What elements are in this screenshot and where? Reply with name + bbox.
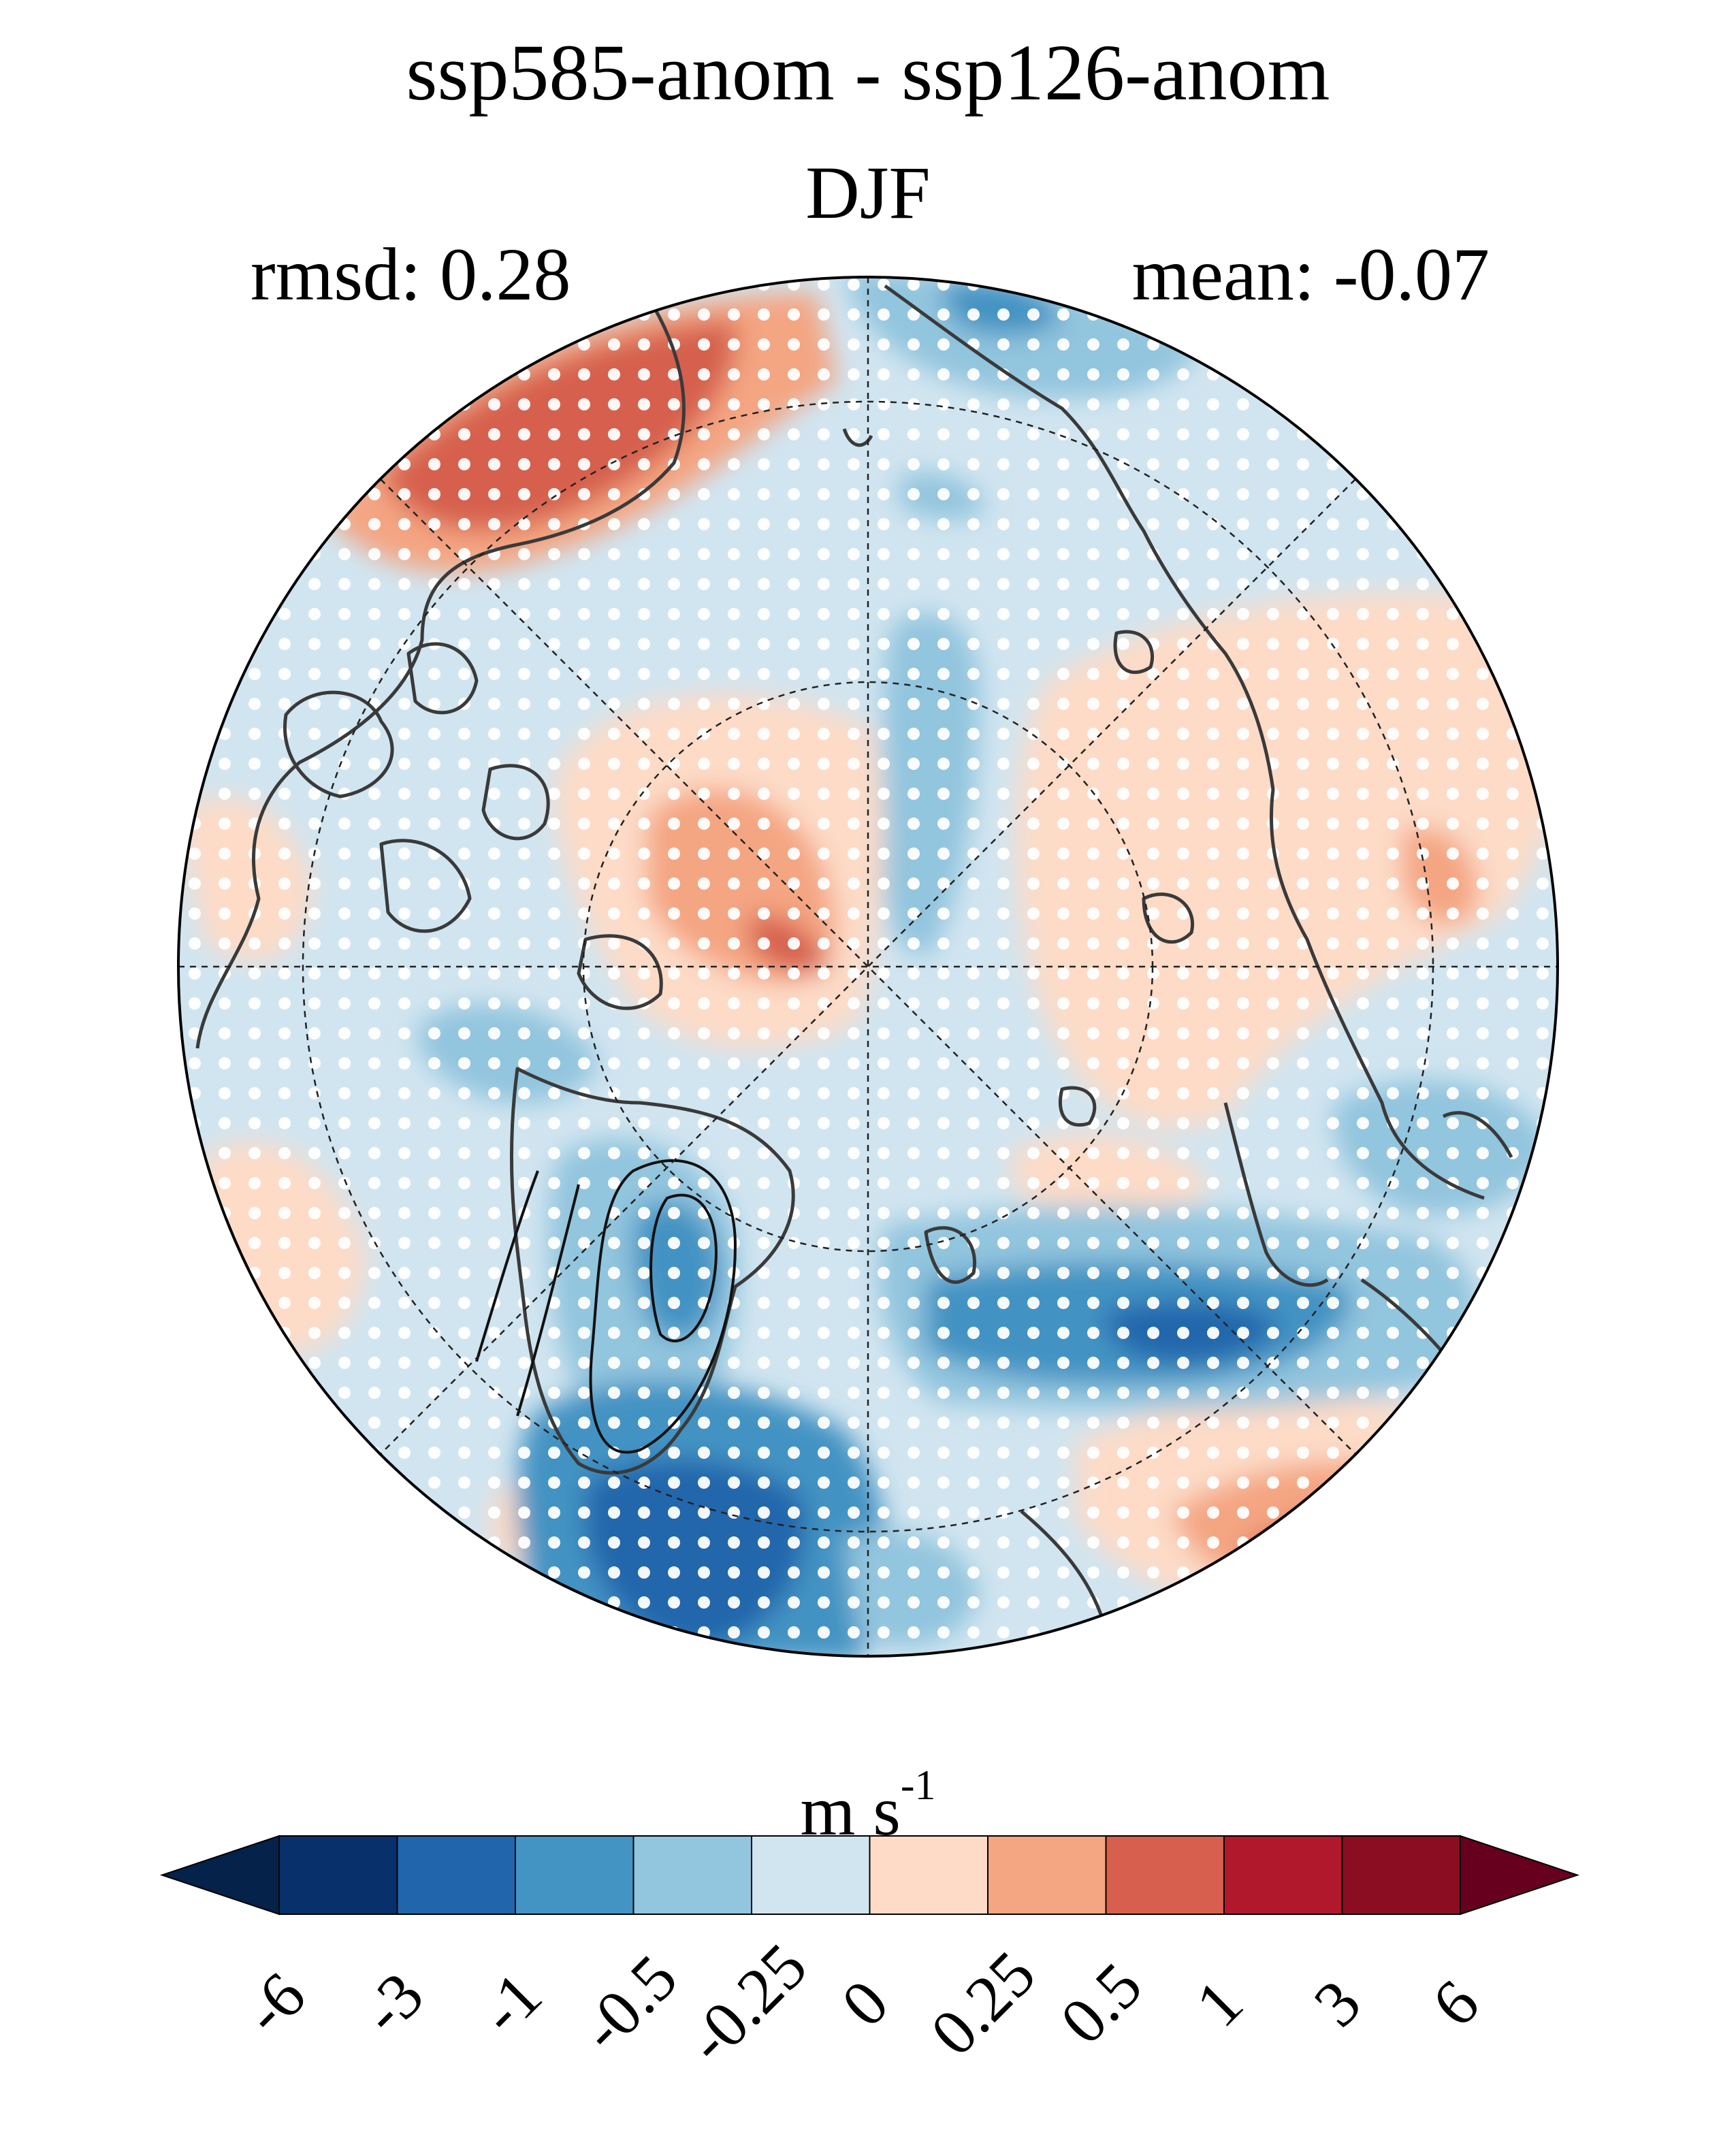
coastline-north-america [195, 305, 686, 1049]
colorbar-extend-low [159, 1835, 280, 1916]
colorbar-box [515, 1835, 634, 1915]
coastline-new-siberian-islands [1113, 630, 1155, 675]
colorbar-tick-label: -0.25 [673, 1929, 820, 2077]
colorbar-box [396, 1835, 516, 1915]
rmsd-label: rmsd: 0.28 [251, 233, 571, 316]
colorbar: -6 -3 -1 -0.5-0.25 0 0.250.5 1 3 6 [159, 1835, 1580, 2077]
colorbar-box [1223, 1835, 1343, 1915]
contour-west-1 [475, 1170, 539, 1362]
map-title: ssp585-anom - ssp126-anom [406, 28, 1330, 117]
colorbar-box [751, 1835, 871, 1915]
coastline-franz-josef [1058, 1086, 1097, 1127]
contour-inner [649, 1193, 718, 1342]
colorbar-unit-exponent: -1 [900, 1762, 936, 1809]
coastline-arctic-island-1 [481, 764, 550, 841]
colorbar-box [1341, 1835, 1461, 1915]
colorbar-unit-label: m s-1 [0, 1764, 1736, 1847]
meridian-diagonal-1 [380, 479, 1356, 1455]
colorbar-tick-label: 1 [1182, 1966, 1257, 2041]
contour-lines [475, 1159, 737, 1454]
colorbar-box [869, 1835, 988, 1915]
colorbar-unit-base: m s [800, 1772, 901, 1850]
colorbar-tick-label: -1 [465, 1958, 555, 2048]
colorbar-tick-label: -0.5 [566, 1941, 691, 2065]
coastline-svalbard [924, 1226, 976, 1284]
coastline-wrangel [842, 428, 873, 447]
coastline-novaya-zemlya [1223, 1102, 1329, 1287]
colorbar-tick-label: -6 [229, 1958, 319, 2048]
contour-west-2 [516, 1184, 580, 1417]
colorbar-tick-label: 0.25 [916, 1937, 1048, 2069]
map-field [178, 277, 1558, 1656]
coastline-ellesmere [577, 934, 663, 1010]
mean-label: mean: -0.07 [1131, 233, 1490, 316]
colorbar-tick-label: 0 [827, 1966, 902, 2041]
coastline-banks-island [406, 642, 479, 715]
coastline-victoria-island [283, 690, 394, 798]
colorbar-tick-label: 3 [1300, 1966, 1375, 2041]
map-boundary [177, 276, 1559, 1658]
colorbar-box [1105, 1835, 1225, 1915]
colorbar-tick-label: 6 [1418, 1966, 1493, 2041]
contour-outer [589, 1159, 737, 1454]
colorbar-box [278, 1835, 398, 1915]
coastline-siberia [884, 284, 1485, 1200]
colorbar-tick-label: 0.5 [1046, 1948, 1156, 2058]
colorbar-box [632, 1835, 752, 1915]
colorbar-box [987, 1835, 1107, 1915]
coastline-uk [1020, 1510, 1105, 1621]
graticule [178, 277, 1558, 1656]
coastline-greenland [509, 1067, 795, 1475]
meridian-diagonal-2 [380, 479, 1356, 1455]
coastline-arctic-island-2 [379, 839, 472, 933]
season-label: DJF [805, 151, 931, 234]
colorbar-extend-high [1460, 1835, 1580, 1916]
colorbar-tick-label: -3 [347, 1958, 437, 2048]
coastline-taymyr [1442, 1111, 1513, 1159]
